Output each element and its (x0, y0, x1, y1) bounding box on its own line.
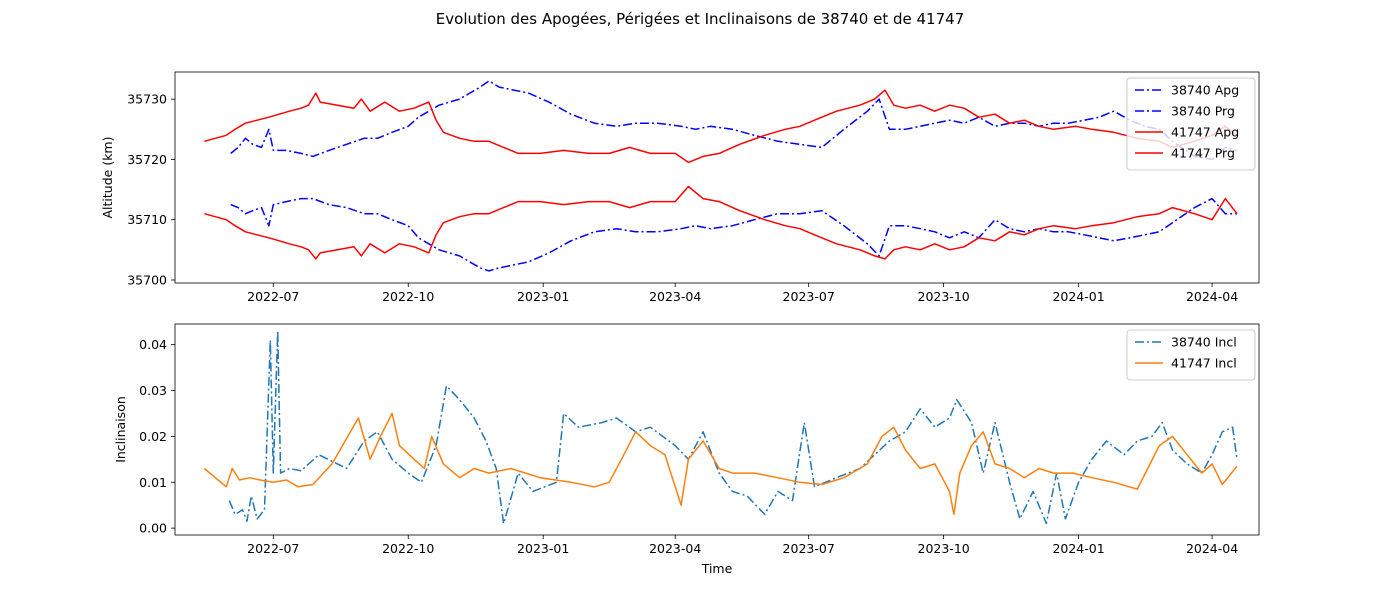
x-tick-label: 2023-04 (649, 541, 701, 556)
legend-label-41747-apg: 41747 Apg (1171, 125, 1239, 140)
x-tick-label: 2023-07 (783, 289, 835, 304)
x-tick-label: 2024-01 (1052, 541, 1104, 556)
legend-label-38740-apg: 38740 Apg (1171, 83, 1239, 98)
altitude-y-axis-label: Altitude (km) (100, 137, 115, 219)
x-tick-label: 2024-01 (1052, 289, 1104, 304)
x-tick-label: 2023-01 (517, 289, 569, 304)
inclination-y-ticks: 0.00 0.01 0.02 0.03 0.04 (139, 337, 175, 536)
x-tick-label: 2023-10 (918, 289, 970, 304)
series-line-41747-incl (203, 412, 1238, 516)
x-tick-label: 2022-10 (382, 289, 434, 304)
x-tick-label: 2022-10 (382, 541, 434, 556)
legend-frame (1126, 77, 1256, 171)
x-tick-label: 2022-07 (247, 289, 299, 304)
y-tick-label: 0.04 (139, 337, 167, 352)
legend-label-38740-prg: 38740 Prg (1171, 104, 1235, 119)
y-tick-label: 0.03 (139, 383, 167, 398)
altitude-plot-area (204, 80, 1238, 272)
altitude-axes: 2022-07 2022-10 2023-01 2023-04 2023-07 2023-… (100, 71, 1260, 304)
x-tick-label: 2022-07 (247, 541, 299, 556)
y-tick-label: 0.02 (139, 429, 167, 444)
inclination-y-axis-label: Inclinaison (113, 396, 128, 463)
series-line-41747-apg (204, 89, 1238, 164)
altitude-legend: 38740 Apg 38740 Prg 41747 Apg 41747 Prg (1126, 77, 1256, 171)
altitude-x-ticks: 2022-07 2022-10 2023-01 2023-04 2023-07 2023-… (247, 283, 1238, 304)
legend-label-41747-incl: 41747 Incl (1171, 356, 1237, 371)
x-tick-label: 2023-01 (517, 541, 569, 556)
inclination-x-ticks: 2022-07 2022-10 2023-01 2023-04 2023-07 2023-… (247, 535, 1238, 556)
altitude-axes-frame (174, 71, 1260, 284)
x-tick-label: 2023-04 (649, 289, 701, 304)
inclination-x-axis-label: Time (701, 561, 733, 576)
series-line-38740-prg (230, 197, 1237, 272)
series-line-38740-apg (230, 80, 1238, 161)
figure-suptitle: Evolution des Apogées, Périgées et Incli… (436, 10, 964, 28)
x-tick-label: 2024-04 (1186, 289, 1238, 304)
y-tick-label: 35720 (127, 152, 167, 167)
inclination-legend: 38740 Incl 41747 Incl (1126, 329, 1256, 381)
inclination-plot-area (203, 330, 1238, 525)
y-tick-label: 0.01 (139, 475, 167, 490)
series-line-38740-incl (228, 330, 1238, 525)
y-tick-label: 35710 (127, 212, 167, 227)
legend-label-38740-incl: 38740 Incl (1171, 335, 1237, 350)
series-line-41747-prg (204, 185, 1238, 260)
x-tick-label: 2023-07 (783, 541, 835, 556)
x-tick-label: 2023-10 (918, 541, 970, 556)
altitude-y-ticks: 35700 35710 35720 35730 (127, 92, 175, 287)
inclination-axes: 2022-07 2022-10 2023-01 2023-04 2023-07 2023-… (113, 323, 1260, 576)
y-tick-label: 35700 (127, 272, 167, 287)
inclination-axes-frame (174, 323, 1260, 536)
y-tick-label: 35730 (127, 92, 167, 107)
legend-label-41747-prg: 41747 Prg (1171, 146, 1235, 161)
x-tick-label: 2024-04 (1186, 541, 1238, 556)
y-tick-label: 0.00 (139, 521, 167, 536)
